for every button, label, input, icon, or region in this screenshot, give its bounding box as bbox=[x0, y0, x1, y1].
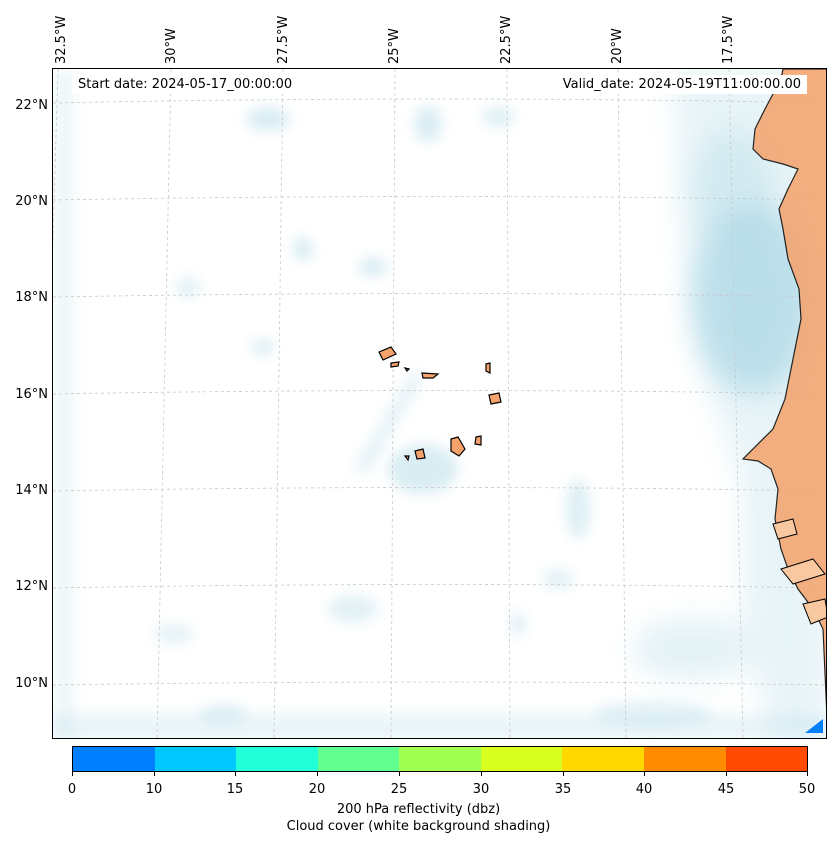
lat-label-12n: 12°N bbox=[15, 579, 48, 594]
start-date-label: Start date: 2024-05-17_00:00:00 bbox=[72, 75, 299, 94]
colorbar-sublabel: Cloud cover (white background shading) bbox=[286, 819, 551, 834]
colorbar-tickmark bbox=[726, 772, 727, 776]
lon-label-32-5w: 32.5°W bbox=[54, 15, 69, 64]
colorbar-label: 200 hPa reflectivity (dbz) bbox=[336, 802, 501, 817]
cloud-cover-layer bbox=[53, 69, 826, 738]
lat-label-14n: 14°N bbox=[15, 483, 48, 498]
colorbar-segment bbox=[562, 747, 644, 771]
lon-label-25w: 25°W bbox=[387, 28, 402, 64]
reflectivity-echo bbox=[805, 719, 823, 733]
colorbar-tickmark bbox=[644, 772, 645, 776]
colorbar-tickmark bbox=[72, 772, 73, 776]
colorbar-tick-label: 30 bbox=[472, 782, 490, 797]
colorbar-segment bbox=[399, 747, 481, 771]
colorbar-segment bbox=[643, 747, 726, 771]
lat-label-10n: 10°N bbox=[15, 676, 48, 691]
colorbar-tick-label: 45 bbox=[717, 782, 735, 797]
colorbar-tick-label: 10 bbox=[145, 782, 163, 797]
colorbar-segment bbox=[317, 747, 400, 771]
lon-label-30w: 30°W bbox=[164, 28, 179, 64]
colorbar-tick-label: 20 bbox=[308, 782, 326, 797]
valid-date-label: Valid_date: 2024-05-19T11:00:00.00 bbox=[556, 75, 807, 94]
colorbar-tickmark bbox=[481, 772, 482, 776]
colorbar-tick-label: 0 bbox=[67, 782, 77, 797]
graticule bbox=[53, 69, 826, 738]
lat-label-18n: 18°N bbox=[15, 290, 48, 305]
lon-label-17-5w: 17.5°W bbox=[721, 15, 736, 64]
map-panel[interactable] bbox=[52, 68, 827, 739]
colorbar-segment bbox=[725, 747, 808, 771]
lat-label-22n: 22°N bbox=[15, 98, 48, 113]
colorbar-segment bbox=[73, 747, 155, 771]
lon-label-22-5w: 22.5°W bbox=[499, 15, 514, 64]
colorbar-tickmark bbox=[154, 772, 155, 776]
colorbar bbox=[72, 746, 808, 772]
map-canvas bbox=[53, 69, 826, 738]
colorbar-tickmark bbox=[399, 772, 400, 776]
colorbar-tickmark bbox=[807, 772, 808, 776]
colorbar-tick-label: 50 bbox=[798, 782, 816, 797]
colorbar-tick-label: 15 bbox=[226, 782, 244, 797]
colorbar-segment bbox=[236, 747, 318, 771]
colorbar-tick-label: 35 bbox=[554, 782, 572, 797]
colorbar-tickmark bbox=[235, 772, 236, 776]
colorbar-tickmark bbox=[317, 772, 318, 776]
colorbar-segment bbox=[154, 747, 237, 771]
lon-label-20w: 20°W bbox=[610, 28, 625, 64]
lon-label-27-5w: 27.5°W bbox=[276, 15, 291, 64]
colorbar-tick-label: 25 bbox=[390, 782, 408, 797]
colorbar-segment bbox=[480, 747, 563, 771]
lat-label-20n: 20°N bbox=[15, 194, 48, 209]
colorbar-tickmark bbox=[563, 772, 564, 776]
lat-label-16n: 16°N bbox=[15, 387, 48, 402]
africa-coastline bbox=[741, 69, 826, 709]
colorbar-tick-label: 40 bbox=[635, 782, 653, 797]
cape-verde-islands bbox=[378, 346, 502, 462]
